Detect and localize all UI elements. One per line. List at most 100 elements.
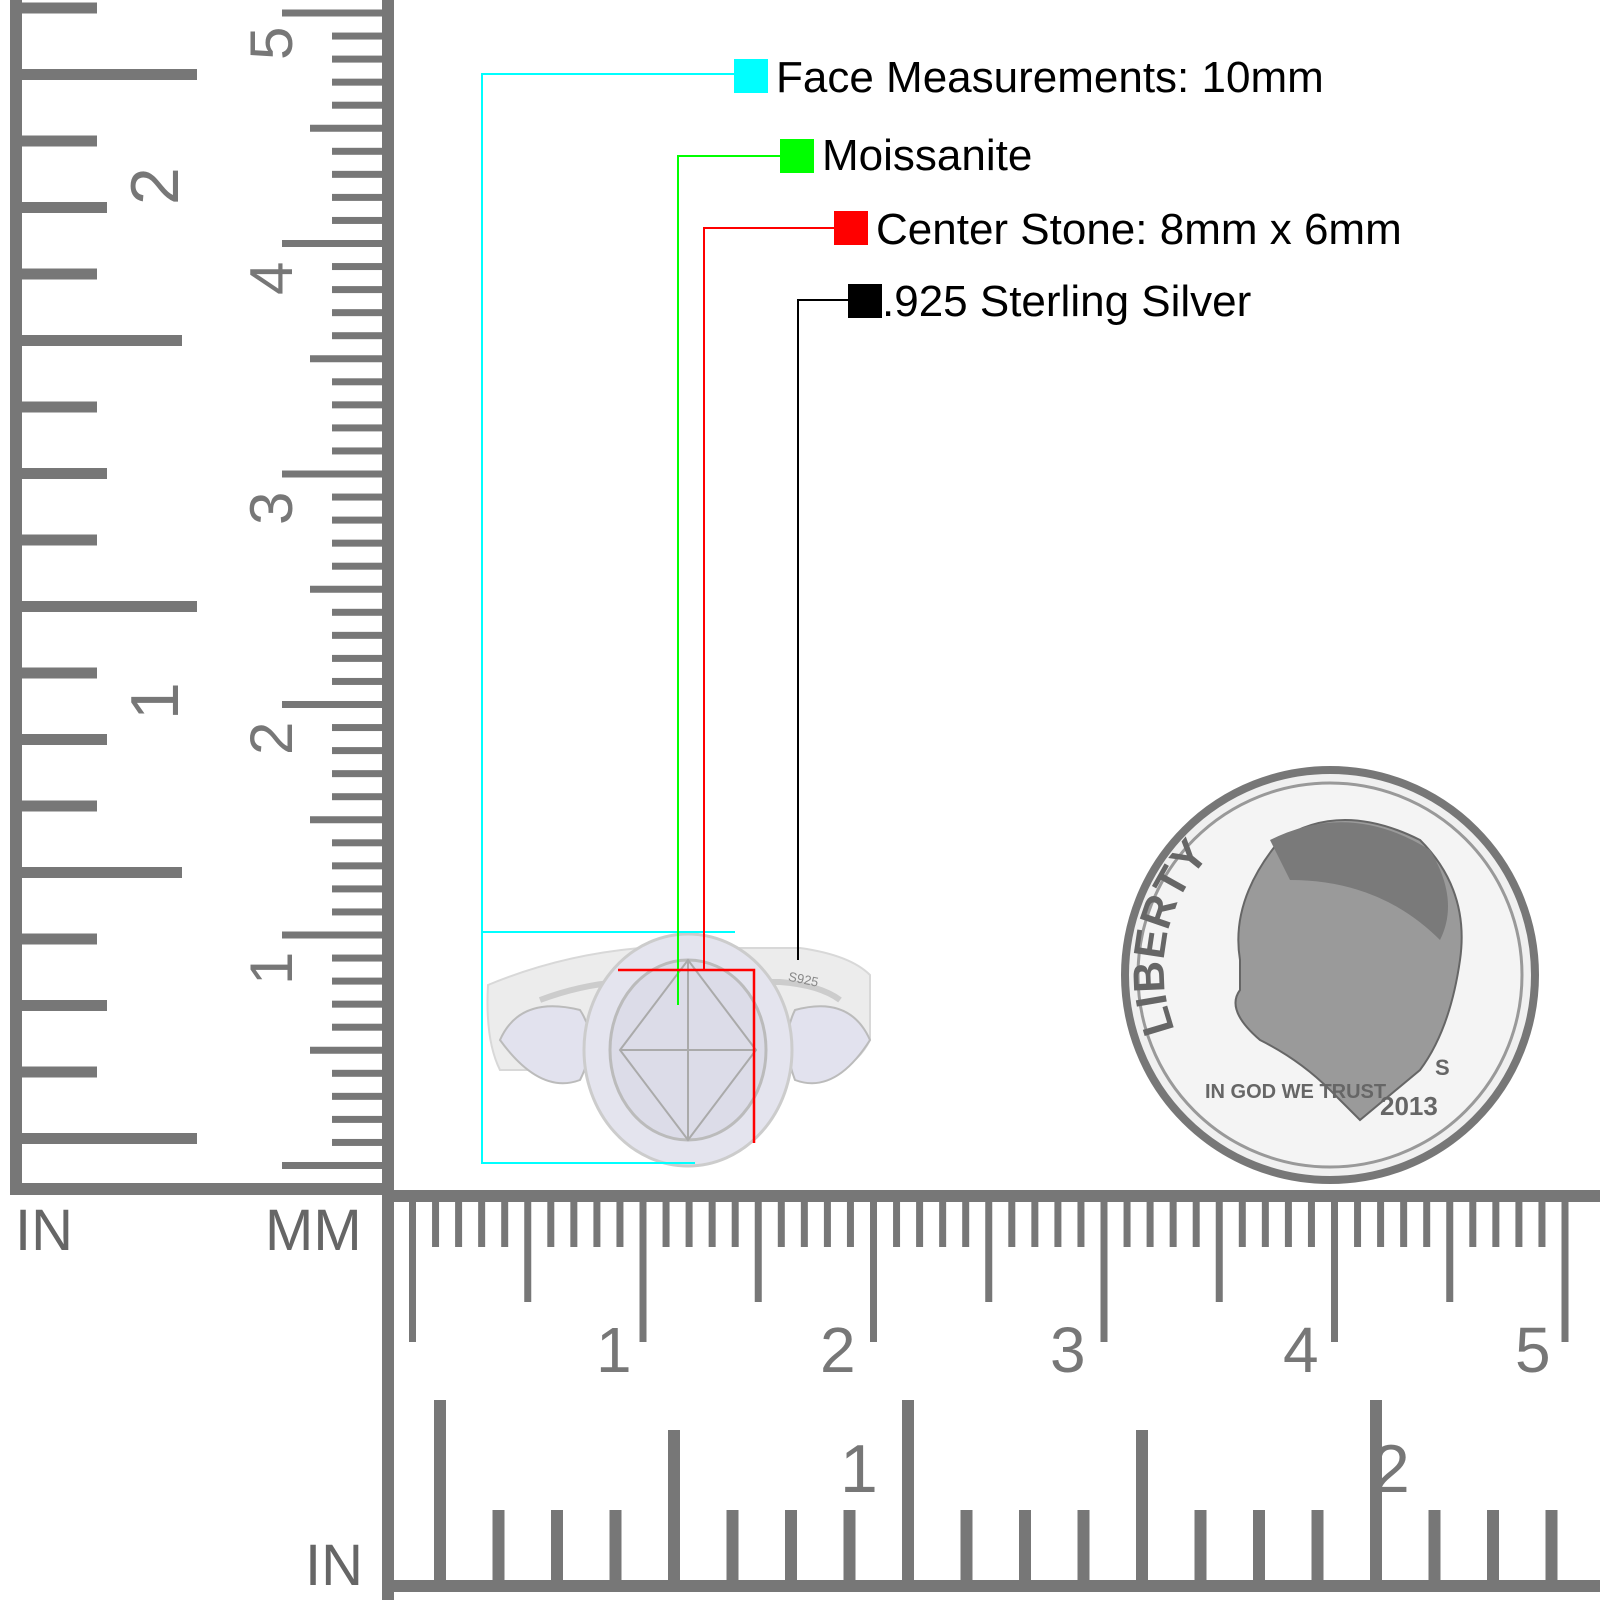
- hruler-inch-tick: [551, 1510, 563, 1580]
- ring-stamp: S925: [787, 969, 820, 990]
- vruler-unit-in: IN: [15, 1198, 73, 1263]
- face-measurement-line: [481, 73, 738, 1164]
- vruler-inch-tick: [22, 401, 97, 413]
- hruler-mm-tick: [1169, 1202, 1177, 1247]
- vruler-mm-tick: [332, 654, 382, 662]
- vruler-mm-tick: [332, 908, 382, 916]
- vruler-mm-label: 3: [238, 492, 305, 525]
- vruler-mm-tick: [332, 309, 382, 317]
- hruler-mm-label: 1: [596, 1314, 632, 1386]
- vruler-mm-tick: [332, 216, 382, 224]
- hruler-inch-tick: [1253, 1510, 1265, 1580]
- hruler-inch-tick: [726, 1510, 739, 1580]
- vruler-inch-tick: [22, 2, 97, 14]
- vruler-mm-tick: [332, 770, 382, 778]
- hruler-inch-tick: [668, 1430, 680, 1580]
- legend-swatch-green: [780, 139, 814, 173]
- vruler-mm-tick: [282, 1162, 382, 1169]
- vruler-unit-mm: MM: [265, 1198, 362, 1263]
- vruler-inch-tick: [22, 335, 182, 346]
- hruler-inch-tick: [1428, 1510, 1441, 1580]
- vruler-mm-tick: [332, 747, 382, 755]
- vruler-mm-tick: [332, 78, 382, 86]
- hruler-mm-tick: [962, 1202, 970, 1247]
- vertical-ruler-left-edge: [10, 0, 22, 1195]
- hruler-mm-tick: [1123, 1202, 1131, 1247]
- vruler-mm-tick: [332, 677, 382, 685]
- vruler-mm-tick: [332, 32, 382, 40]
- vruler-mm-tick: [332, 286, 382, 294]
- vruler-mm-tick: [332, 193, 382, 201]
- hruler-inch-tick: [1019, 1510, 1031, 1580]
- vruler-mm-tick: [332, 1000, 382, 1008]
- vruler-mm-tick: [332, 539, 382, 547]
- hruler-mm-tick: [1354, 1202, 1362, 1247]
- hruler-inch-tick: [1311, 1510, 1324, 1580]
- legend-swatch-black: [848, 284, 882, 318]
- hruler-inch-tick: [1194, 1510, 1207, 1580]
- vruler-mm-tick: [332, 954, 382, 962]
- hruler-mm-tick: [939, 1202, 947, 1247]
- dime-coin-image: LIBERTY IN GOD WE TRUST 2013 S: [1121, 766, 1539, 1184]
- hruler-mm-tick: [501, 1202, 509, 1247]
- silver-line: [797, 299, 850, 960]
- vruler-mm-label: 4: [238, 262, 305, 295]
- legend-sterling-silver: .925 Sterling Silver: [882, 277, 1251, 326]
- vruler-mm-tick: [332, 839, 382, 847]
- vruler-inch-tick: [22, 734, 107, 745]
- hruler-mm-tick: [1469, 1202, 1477, 1247]
- legend-leaders: [481, 73, 850, 1164]
- hruler-mm-tick: [985, 1202, 993, 1302]
- hruler-inch-tick: [902, 1400, 914, 1580]
- hruler-mm-tick: [1238, 1202, 1246, 1247]
- vertical-ruler-bottom-edge: [10, 1183, 394, 1195]
- vruler-mm-label: 2: [238, 722, 305, 755]
- hruler-unit-in: IN: [305, 1533, 363, 1598]
- vruler-mm-tick: [332, 101, 382, 109]
- hruler-mm-tick: [1423, 1202, 1431, 1247]
- hruler-inch-tick: [434, 1400, 446, 1580]
- vruler-mm-tick: [332, 977, 382, 985]
- horizontal-ruler-top-edge: [382, 1190, 1600, 1202]
- vruler-mm-tick: [332, 793, 382, 801]
- hruler-mm-tick: [1446, 1202, 1454, 1302]
- hruler-inch-tick: [1136, 1430, 1148, 1580]
- hruler-mm-tick: [731, 1202, 739, 1247]
- hruler-mm-tick: [1515, 1202, 1523, 1247]
- vruler-inch-tick: [22, 933, 97, 945]
- vruler-mm-tick: [332, 631, 382, 639]
- vruler-mm-tick: [332, 147, 382, 155]
- hruler-mm-tick: [570, 1202, 578, 1247]
- vruler-mm-tick: [332, 724, 382, 732]
- hruler-inch-tick: [785, 1510, 797, 1580]
- vruler-inch-tick: [22, 534, 97, 546]
- vruler-inch-tick: [22, 202, 107, 213]
- vruler-mm-tick: [332, 493, 382, 501]
- vruler-mm-tick: [332, 562, 382, 570]
- vruler-mm-tick: [282, 240, 382, 247]
- vruler-inch-tick: [22, 69, 197, 80]
- vruler-mm-tick: [310, 1046, 382, 1054]
- hruler-mm-tick: [916, 1202, 924, 1247]
- hruler-mm-label: 4: [1283, 1314, 1319, 1386]
- vruler-inch-tick: [22, 468, 107, 479]
- hruler-mm-tick: [1307, 1202, 1315, 1247]
- vertical-ruler-right-edge: [382, 0, 394, 1195]
- hruler-mm-tick: [1400, 1202, 1408, 1247]
- hruler-mm-tick: [777, 1202, 785, 1247]
- hruler-mm-label: 3: [1050, 1314, 1086, 1386]
- vruler-inch-label: 1: [117, 682, 193, 720]
- vruler-mm-tick: [332, 170, 382, 178]
- legend-face-measurements: Face Measurements: 10mm: [776, 53, 1324, 102]
- hruler-inch-tick: [1077, 1510, 1090, 1580]
- hruler-mm-tick: [547, 1202, 555, 1247]
- hruler-inch-tick: [1370, 1400, 1382, 1580]
- vruler-mm-tick: [332, 424, 382, 432]
- hruler-mm-tick: [1077, 1202, 1085, 1247]
- vruler-mm-tick: [332, 401, 382, 409]
- hruler-mm-tick: [893, 1202, 901, 1247]
- hruler-mm-tick: [870, 1202, 877, 1342]
- vruler-mm-tick: [332, 516, 382, 524]
- hruler-mm-tick: [524, 1202, 532, 1302]
